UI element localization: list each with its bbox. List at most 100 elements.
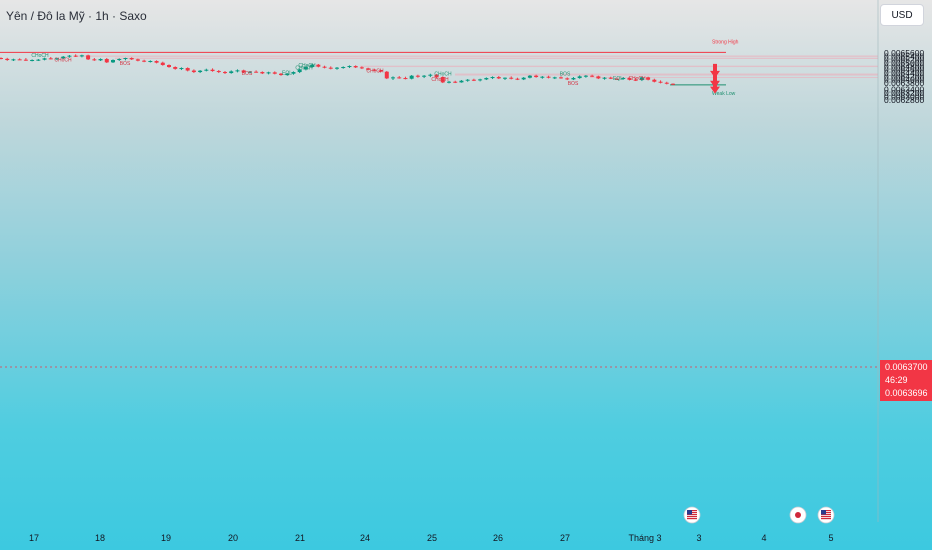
x-tick-label: 3 [696, 533, 701, 543]
candle [583, 75, 588, 78]
y-tick-label: 0.0063200 [884, 88, 924, 98]
down-arrows [710, 63, 720, 94]
candle [652, 78, 657, 83]
candle [633, 78, 638, 82]
candle [191, 69, 196, 74]
candle [565, 77, 570, 81]
candle [86, 54, 91, 61]
x-tick-label: 5 [828, 533, 833, 543]
structure-label: BOS [560, 71, 571, 77]
current-price-badge: 0.0063700 46:29 0.0063696 [880, 360, 932, 401]
candle [279, 73, 283, 76]
structure-label: CHoCH [54, 58, 72, 64]
x-tick-label: Tháng 3 [628, 533, 661, 543]
x-tick-label: 24 [360, 533, 370, 543]
x-tick-label: 20 [228, 533, 238, 543]
current-price: 0.0063700 [885, 362, 928, 372]
candle [515, 77, 520, 81]
candle [347, 65, 352, 69]
candle [291, 71, 296, 75]
candle [167, 64, 171, 68]
candle [496, 76, 501, 80]
candles [0, 54, 675, 86]
candle [0, 57, 3, 60]
price-axis[interactable]: 0.00656000.00654000.00652000.00650000.00… [884, 48, 924, 105]
candle [559, 76, 563, 79]
symbol-title[interactable]: Yên / Đô la Mỹ · 1h · Saxo [6, 9, 147, 23]
candle [335, 67, 339, 70]
us-flag-icon[interactable] [683, 506, 701, 524]
time-axis[interactable]: 17 18 19 20 21 24 25 26 27 Tháng 3 3 4 5 [29, 533, 834, 543]
candle [92, 58, 97, 61]
candle [111, 59, 115, 64]
candle [11, 58, 16, 62]
candle [428, 73, 433, 78]
candle [359, 66, 364, 70]
structure-label: BOS [120, 61, 131, 67]
x-tick-label: 27 [560, 533, 570, 543]
candle [658, 80, 663, 84]
candle [422, 75, 427, 79]
bar-countdown: 46:29 [885, 375, 908, 385]
candle [484, 77, 489, 81]
candle [384, 71, 389, 80]
y-tick-label: 0.0065400 [884, 51, 924, 61]
candle [266, 71, 271, 75]
candle [372, 68, 377, 72]
candle [366, 67, 371, 71]
candle [223, 71, 227, 75]
supply-zone [115, 57, 878, 60]
candle [272, 71, 277, 75]
jp-flag-icon[interactable] [789, 506, 807, 524]
candle [173, 66, 178, 70]
candle [117, 58, 122, 62]
candle [148, 60, 153, 63]
candle [403, 76, 408, 80]
key-level-label: Strong High [712, 39, 739, 45]
supply-zones [75, 55, 878, 79]
candle [490, 76, 495, 80]
candle [30, 59, 35, 62]
x-tick-label: 18 [95, 533, 105, 543]
x-tick-label: 26 [493, 533, 503, 543]
candle [185, 67, 190, 72]
candle [590, 74, 595, 78]
x-tick-label: 25 [427, 533, 437, 543]
currency-button[interactable]: USD [880, 4, 924, 26]
structure-label: CHoCH [434, 71, 452, 77]
candle [310, 64, 315, 69]
candle [471, 78, 476, 82]
structure-label: BOS [242, 71, 253, 77]
candle [160, 61, 165, 66]
candle [571, 77, 576, 81]
candle [204, 68, 209, 72]
candle [596, 75, 601, 80]
candle [503, 77, 507, 81]
structure-label: CHoCH [31, 53, 49, 59]
structure-label: CHoCH [295, 66, 313, 72]
us-flag-icon[interactable] [817, 506, 835, 524]
candle [671, 83, 675, 86]
y-tick-label: 0.0064600 [884, 65, 924, 75]
candle [297, 68, 302, 74]
candle [353, 65, 358, 69]
candle [602, 77, 607, 80]
candle [664, 81, 669, 85]
candle [534, 74, 539, 78]
candle [552, 76, 557, 80]
candle [216, 70, 221, 74]
candle [104, 58, 109, 64]
x-tick-label: 17 [29, 533, 39, 543]
candle [23, 58, 28, 61]
y-tick-label: 0.0065600 [884, 48, 924, 58]
economic-events[interactable] [683, 506, 835, 524]
candle [440, 76, 445, 84]
down-arrow-icon [710, 63, 720, 78]
down-arrow-icon [710, 79, 720, 94]
candle [98, 58, 103, 62]
candle [123, 57, 128, 61]
candle [316, 64, 321, 68]
candle [129, 57, 134, 61]
